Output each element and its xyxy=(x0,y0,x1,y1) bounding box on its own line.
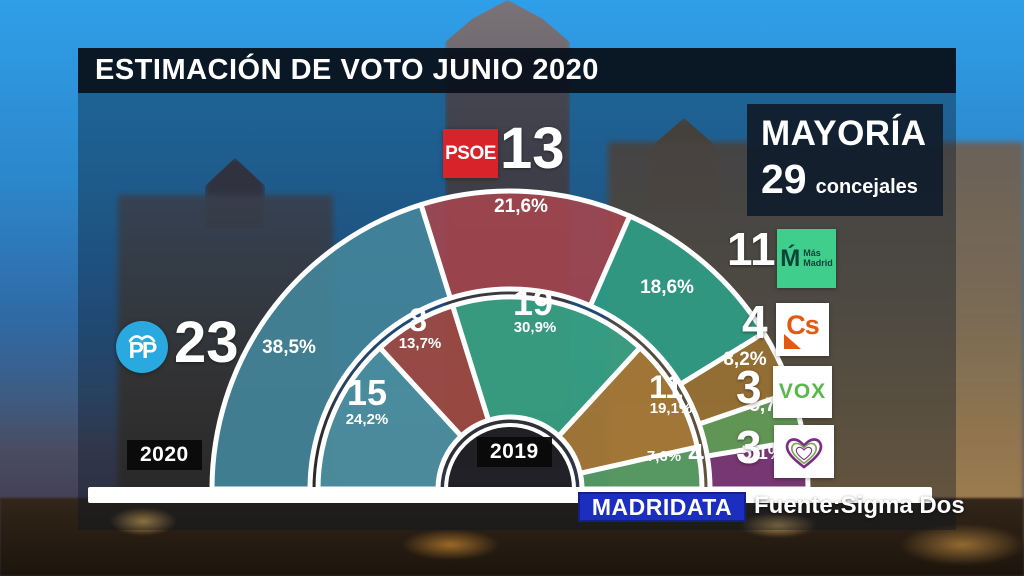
psoe-logo-text: PSOE xyxy=(445,142,496,164)
majority-value: 29 xyxy=(761,156,807,202)
masmadrid-line1: Más xyxy=(803,248,821,259)
masmadrid-line2: Madrid xyxy=(803,257,833,268)
masmadrid-logo-lines: Más Madrid xyxy=(803,248,833,268)
title-bar: ESTIMACIÓN DE VOTO JUNIO 2020 xyxy=(78,48,956,93)
masmadrid-logo-m: Ḿ xyxy=(780,244,801,272)
cs-seats: 4 xyxy=(742,296,768,348)
pp-gull-icon xyxy=(128,335,156,343)
pp-seats: 23 xyxy=(174,310,239,375)
vox-logo-text: VOX xyxy=(778,380,827,403)
majority-unit: concejales xyxy=(815,176,918,198)
pp-logo-icon: PP xyxy=(116,321,168,373)
year-2019-text: 2019 xyxy=(490,440,539,463)
inner-ring-year-label: 2019 xyxy=(477,437,552,467)
psoe-logo-icon: PSOE xyxy=(443,129,498,178)
source-text: Fuente:Sigma Dos xyxy=(754,492,965,519)
page-title: ESTIMACIÓN DE VOTO JUNIO 2020 xyxy=(95,54,599,86)
masmadrid-logo-icon: Ḿ Más Madrid xyxy=(777,229,836,288)
vox-logo-icon: VOX xyxy=(773,366,832,418)
vox-seats: 3 xyxy=(736,361,762,413)
pp-logo-text: PP xyxy=(128,337,158,363)
year-2020-text: 2020 xyxy=(140,443,189,466)
outer-ring-year-label: 2020 xyxy=(127,440,202,470)
madridata-text: MADRIDATA xyxy=(591,493,733,520)
background-street xyxy=(0,498,1024,576)
majority-box: MAYORÍA 29 concejales xyxy=(747,104,943,216)
masmadrid-seats: 11 xyxy=(727,223,776,275)
podemos-heart-icon xyxy=(785,437,823,469)
cs-logo-icon: Cs xyxy=(776,303,829,356)
majority-label: MAYORÍA xyxy=(761,114,927,153)
podemos-logo-icon xyxy=(774,425,834,478)
podemos-seats: 3 xyxy=(736,421,762,473)
majority-row: 29 concejales xyxy=(761,156,943,203)
madridata-brand: MADRIDATA xyxy=(578,492,746,522)
cs-triangle-icon xyxy=(784,334,801,349)
psoe-seats: 13 xyxy=(500,116,565,181)
